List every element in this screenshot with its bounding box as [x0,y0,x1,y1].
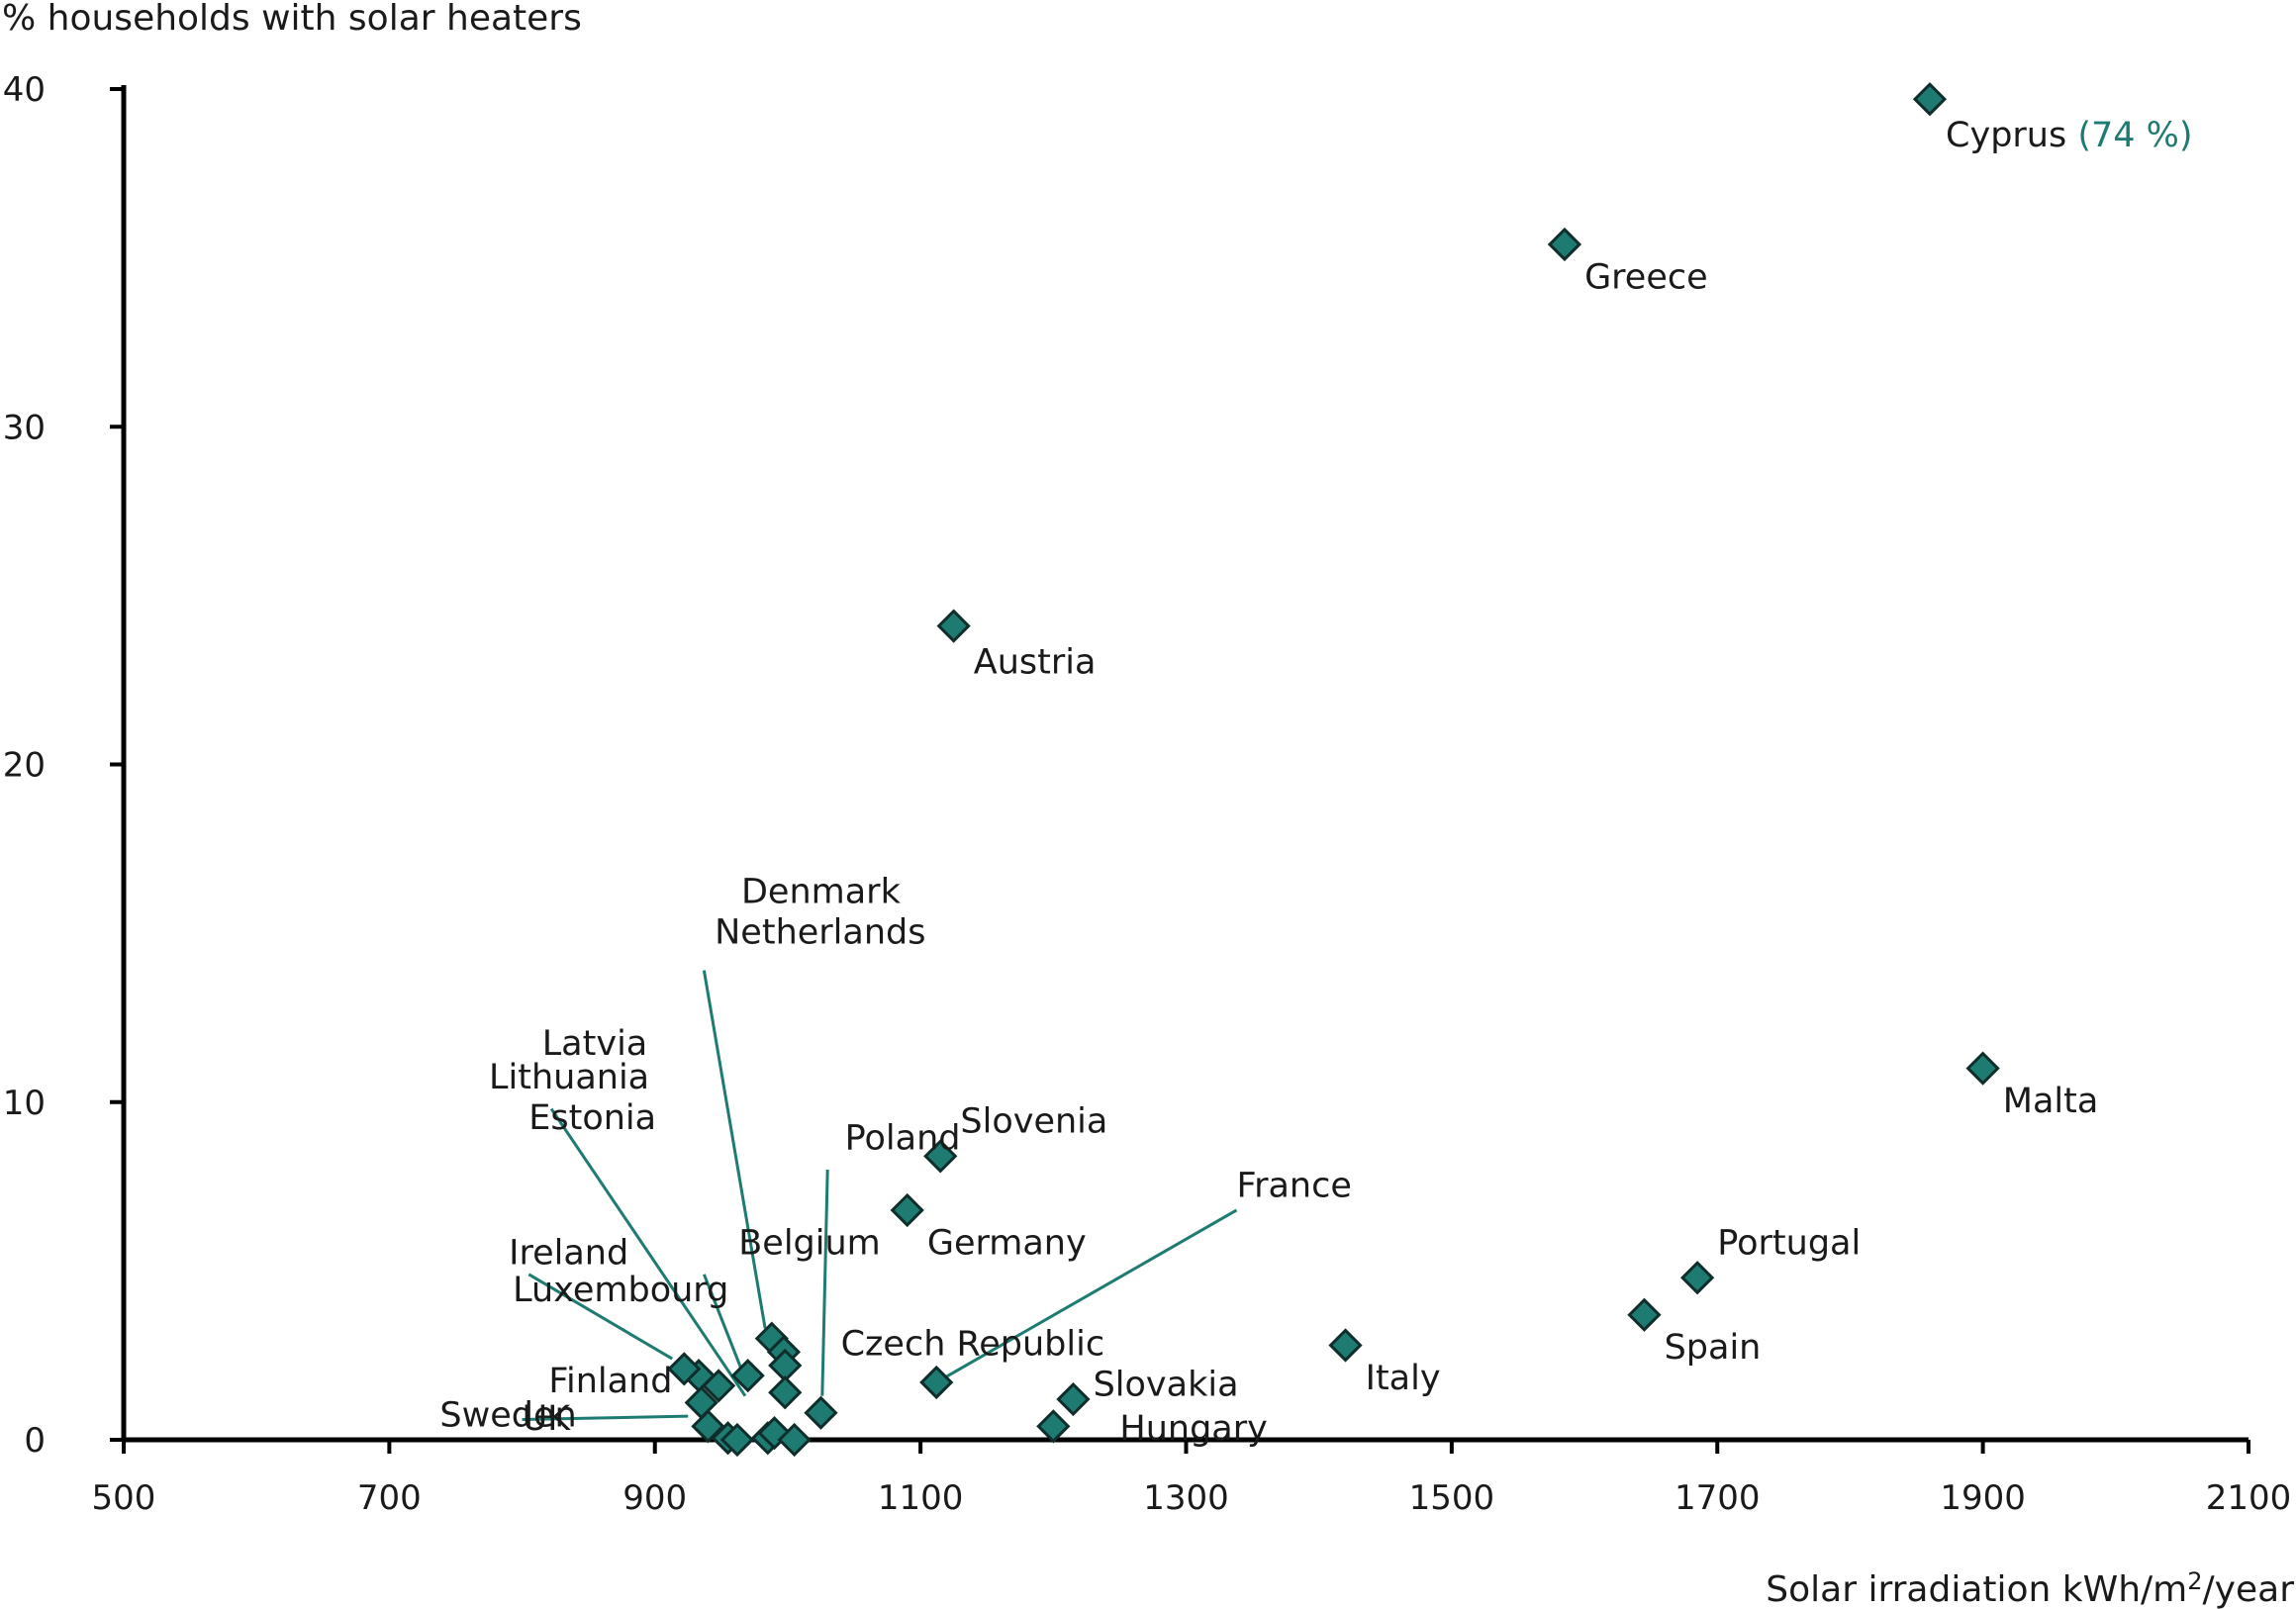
leader-lines [522,970,1238,1422]
data-point [730,1359,765,1393]
leader-line [549,1107,747,1397]
y-tick-label: 20 [3,746,46,786]
y-tick-label: 0 [24,1421,46,1461]
data-point [777,1422,812,1458]
data-point [1328,1328,1363,1363]
y-tick-label: 10 [3,1084,46,1123]
point-label: Portugal [1717,1223,1861,1263]
data-point [719,1422,755,1458]
point-label: Denmark [741,872,902,911]
point-labels: Cyprus (74 %) Greece Austria Malta Slovenia G… [439,116,2192,1449]
point-label: Belgium [738,1223,881,1263]
data-point [1965,1051,2000,1086]
point-label: Lithuania [489,1058,649,1097]
point-label: Netherlands [715,912,925,952]
data-point [1680,1261,1715,1295]
data-point [1056,1381,1091,1417]
data-point [919,1365,954,1400]
point-label: Slovenia [960,1101,1107,1141]
data-point [1627,1297,1662,1332]
leader-line [935,1208,1238,1384]
point-label: France [1236,1166,1351,1205]
x-tick-label: 1700 [1674,1478,1761,1518]
point-label: Sweden [439,1395,576,1435]
x-tick-label: 2100 [2206,1478,2292,1518]
point-label: UK [523,1399,572,1439]
point-label: Hungary [1119,1409,1267,1449]
data-point [936,609,971,643]
data-point [1547,227,1582,262]
data-point [768,1375,803,1410]
point-label: Ireland [509,1234,628,1274]
x-axis-title: Solar irradiation kWh/m2/year [1766,1567,2294,1609]
point-label: Finland [548,1362,672,1401]
data-point [923,1139,958,1174]
data-points [667,82,2000,1458]
leader-line [522,1414,689,1422]
x-tick-label: 900 [622,1478,687,1518]
leader-line [703,1274,743,1370]
data-point [702,1369,736,1403]
y-tick-label: 30 [3,408,46,447]
data-point [804,1395,838,1430]
leader-line [820,1169,829,1396]
point-label: Slovakia [1094,1366,1239,1405]
point-label: Germany [927,1223,1087,1263]
point-label: Luxembourg [513,1271,728,1310]
y-axis-title: % households with solar heaters [2,0,582,39]
point-label: Greece [1584,257,1708,297]
data-point [890,1192,924,1228]
point-label: Poland [845,1119,961,1159]
point-label: Italy [1366,1359,1441,1398]
point-label: Austria [974,642,1097,682]
point-label: Malta [2003,1082,2099,1121]
data-point [1912,82,1948,117]
point-label: Czech Republic [841,1325,1104,1365]
x-tick-label: 1900 [1940,1478,2026,1518]
x-tick-label: 1100 [878,1478,964,1518]
leader-line [702,970,767,1329]
x-tick-label: 500 [92,1478,156,1518]
point-label: Cyprus (74 %) [1946,116,2193,155]
x-tick-label: 1500 [1409,1478,1495,1518]
y-tick-label: 40 [3,70,46,110]
point-label: Spain [1665,1328,1762,1368]
axes [121,85,2248,1443]
ticks: 500 700 900 1100 1300 1500 1700 1900 2100 0 10 20 30… [3,70,2292,1518]
x-tick-label: 700 [357,1478,422,1518]
x-tick-label: 1300 [1143,1478,1229,1518]
data-point [667,1352,702,1386]
leader-line [527,1273,673,1361]
point-label: Latvia [542,1024,648,1064]
point-label: Estonia [528,1098,656,1138]
data-point [1036,1409,1071,1444]
